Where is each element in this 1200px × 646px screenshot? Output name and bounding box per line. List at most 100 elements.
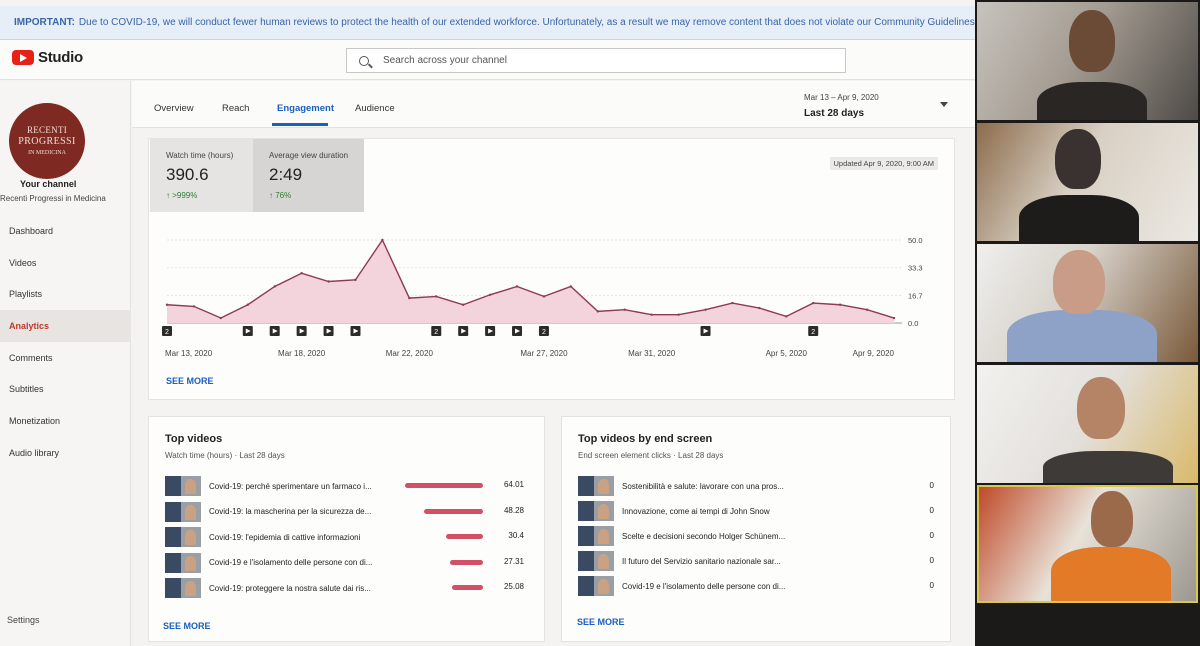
end-screen-clicks-value: 0 (929, 556, 934, 565)
end-screen-subtitle: End screen element clicks · Last 28 days (578, 451, 724, 460)
tab-engagement[interactable]: Engagement (277, 103, 335, 114)
video-title: Covid-19: perché sperimentare un farmaco… (209, 481, 372, 491)
sidebar-item-settings[interactable]: Settings (7, 615, 40, 625)
tab-reach[interactable]: Reach (222, 103, 250, 114)
date-range-picker[interactable]: Mar 13 – Apr 9, 2020 Last 28 days (804, 93, 879, 119)
youtube-logo-icon (12, 50, 34, 65)
sidebar-item-videos[interactable]: Videos (9, 257, 37, 268)
top-videos-title: Top videos (165, 433, 223, 445)
participant-tile[interactable] (977, 244, 1198, 362)
participant-tile[interactable] (977, 123, 1198, 241)
video-thumbnail (578, 501, 614, 521)
multiple-events-marker (162, 326, 172, 336)
metric-watch-time[interactable]: Watch time (hours) 390.6 ↑ >999% (150, 139, 253, 212)
sidebar-item-subtitles[interactable]: Subtitles (9, 384, 44, 395)
chart-point (677, 313, 680, 316)
x-tick-label: Apr 9, 2020 (853, 349, 895, 358)
tab-overview[interactable]: Overview (154, 103, 194, 114)
chart-point (246, 303, 249, 306)
video-thumbnail (578, 526, 614, 546)
list-item[interactable]: Scelte e decisioni secondo Holger Schüne… (578, 525, 802, 547)
tab-audience[interactable]: Audience (355, 103, 395, 114)
video-title: Covid-19 e l'isolamento delle persone co… (209, 558, 373, 567)
list-item[interactable]: Covid-19: perché sperimentare un farmaco… (165, 475, 530, 497)
list-item[interactable]: Innovazione, come ai tempi di John Snow (578, 500, 802, 522)
participant-body (1043, 451, 1173, 483)
watch-time-bar (449, 559, 483, 565)
list-item[interactable]: Il futuro del Servizio sanitario naziona… (578, 550, 802, 572)
list-item[interactable]: Covid-19 e l'isolamento delle persone co… (165, 552, 530, 574)
video-thumbnail (165, 578, 201, 598)
video-title: Innovazione, come ai tempi di John Snow (622, 506, 770, 516)
participant-body (1019, 195, 1139, 241)
marker-count: 2 (542, 329, 546, 336)
metric-value: 2:49 (269, 165, 303, 184)
studio-logo[interactable]: Studio (12, 49, 83, 66)
chart-point (865, 308, 869, 311)
chart-point (731, 301, 734, 305)
end-screen-clicks-value: 0 (929, 531, 934, 540)
active-tab-indicator (272, 123, 328, 126)
participant-head (1077, 377, 1125, 439)
video-title: Il futuro del Servizio sanitario naziona… (622, 556, 781, 566)
watch-time-value: 64.01 (503, 480, 524, 489)
chart-series-line (166, 238, 895, 319)
list-item[interactable]: Covid-19: proteggere la nostra salute da… (165, 577, 530, 599)
sidebar-item-monetization[interactable]: Monetization (9, 415, 61, 426)
video-thumbnail (165, 501, 201, 522)
chart-point (461, 303, 465, 306)
participant-tile[interactable] (977, 2, 1198, 120)
sidebar-item-audio-library[interactable]: Audio library (9, 447, 60, 458)
top-videos-see-more-link[interactable]: SEE MORE (163, 621, 211, 631)
sidebar-item-analytics[interactable]: Analytics (0, 310, 131, 342)
search-input[interactable] (383, 55, 783, 66)
participant-head (1055, 129, 1101, 189)
watch-time-bar (445, 534, 483, 539)
channel-avatar[interactable]: RECENTI PROGRESSI IN MEDICINA (9, 103, 85, 179)
multiple-events-marker (808, 326, 819, 336)
metric-value: 390.6 (166, 165, 209, 184)
list-item[interactable]: Covid-19: la mascherina per la sicurezza… (165, 501, 530, 523)
marker-count: 2 (434, 329, 438, 336)
chevron-down-icon[interactable] (940, 102, 948, 107)
play-icon (299, 328, 305, 334)
date-range-label: Last 28 days (804, 108, 865, 119)
chart-point (838, 303, 842, 306)
multiple-events-marker (538, 326, 549, 336)
analytics-tabs: Overview Reach Engagement Audience Mar 1… (132, 81, 975, 128)
play-icon (461, 328, 467, 334)
chart-point (354, 278, 357, 282)
chart-see-more-link[interactable]: SEE MORE (166, 376, 214, 386)
updated-timestamp: Updated Apr 9, 2020, 9:00 AM (829, 157, 938, 170)
list-item[interactable]: Sostenibilità e salute: lavorare con una… (578, 475, 802, 497)
play-icon (245, 328, 251, 334)
participant-tile[interactable] (977, 365, 1198, 483)
y-tick-label: 33.3 (908, 264, 923, 273)
list-item[interactable]: Covid-19: l'epidemia di cattive informaz… (165, 526, 530, 548)
your-channel-label: Your channel (20, 179, 77, 189)
participant-head (1053, 250, 1105, 314)
sidebar-item-dashboard[interactable]: Dashboard (9, 225, 54, 236)
sidebar-item-playlists[interactable]: Playlists (9, 289, 43, 300)
avatar-line-3: IN MEDICINA (28, 150, 66, 156)
avatar-line-2: PROGRESSI (18, 136, 76, 147)
metric-change: ↑ 76% (269, 191, 292, 200)
participant-tile-active[interactable] (977, 485, 1198, 603)
video-call-panel (975, 0, 1200, 646)
sidebar-item-comments[interactable]: Comments (9, 352, 53, 363)
watch-time-value: 48.28 (503, 505, 524, 515)
metric-average-view-duration[interactable]: Average view duration 2:49 ↑ 76% (253, 139, 364, 212)
participant-head (1069, 10, 1115, 72)
watch-time-bar (452, 585, 483, 590)
video-title: Scelte e decisioni secondo Holger Schüne… (622, 531, 786, 541)
metric-change: ↑ >999% (166, 191, 198, 200)
chart-point (623, 308, 626, 311)
list-item[interactable]: Covid-19 e l'isolamento delle persone co… (578, 575, 802, 597)
chart-point (300, 272, 303, 275)
search-box[interactable] (346, 48, 846, 73)
video-title: Covid-19 e l'isolamento delle persone co… (622, 581, 786, 591)
engagement-line-chart[interactable]: 0.0 16.7 33.3 50.0 2 2 2 2 Mar 13, 2020 Mar 18, 2… (149, 139, 956, 401)
end-screen-see-more-link[interactable]: SEE MORE (577, 617, 625, 627)
top-videos-card: Top videos Watch time (hours) · Last 28 … (148, 416, 545, 642)
chart-area-fill (167, 240, 894, 323)
